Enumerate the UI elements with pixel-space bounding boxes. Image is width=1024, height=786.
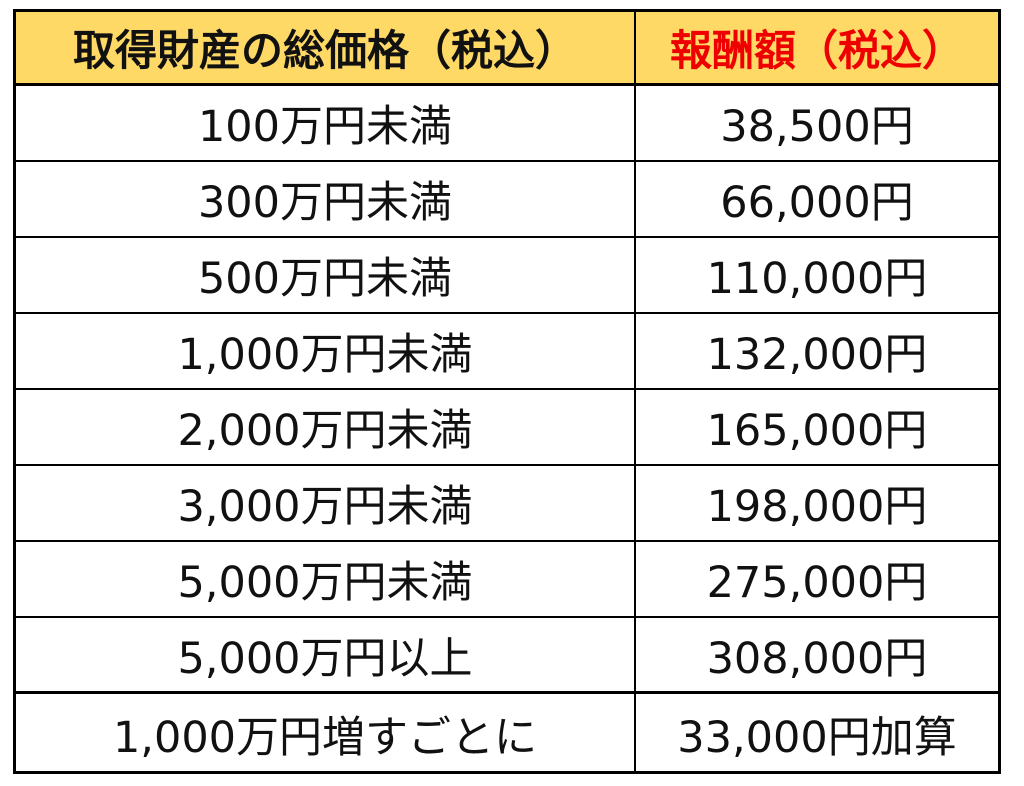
row-1-price: 100万円未満 [16,86,636,162]
row-9-fee: 33,000円加算 [677,713,957,763]
row-3-fee: 110,000円 [636,238,998,314]
row-1-fee: 38,500円 [636,86,998,162]
row-3-price: 500万円未満 [16,238,636,314]
row-4-fee: 132,000円 [636,314,998,390]
row-5-fee: 165,000円 [636,390,998,466]
row-6-fee: 198,000円 [636,466,998,542]
row-6-price: 3,000万円未満 [16,466,636,542]
row-2-price: 300万円未満 [16,162,636,238]
row-8-price: 5,000万円以上 [16,618,636,694]
row-2-fee: 66,000円 [636,162,998,238]
row-7-fee: 275,000円 [636,542,998,618]
row-5-price: 2,000万円未満 [16,390,636,466]
row-8-fee: 308,000円 [636,618,998,694]
header-fee: 報酬額（税込） [636,12,998,86]
row-9-price: 1,000万円増すごとに [16,694,636,774]
fee-table: 取得財産の総価格（税込） 報酬額（税込） 100万円未満 38,500円 300… [13,9,1001,774]
row-4-price: 1,000万円未満 [16,314,636,390]
row-7-price: 5,000万円未満 [16,542,636,618]
header-price: 取得財産の総価格（税込） [16,12,636,86]
